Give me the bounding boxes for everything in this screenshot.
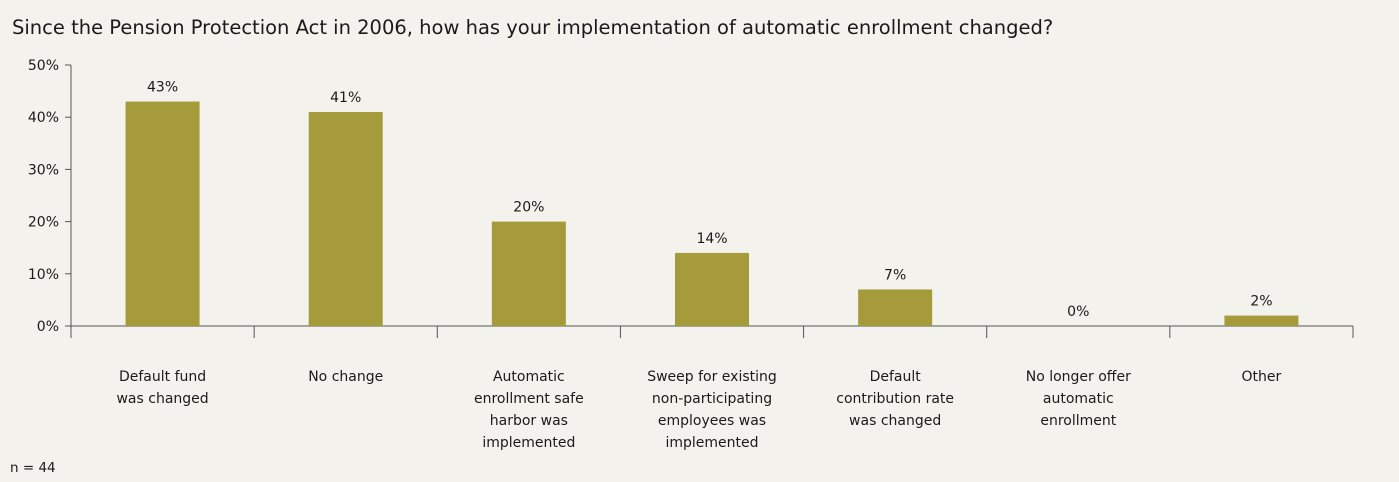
category-label: No change	[308, 369, 383, 385]
data-label: 0%	[1067, 304, 1089, 320]
category-label: Automatic	[493, 369, 565, 385]
category-label: Default	[870, 369, 922, 385]
bar	[675, 252, 749, 326]
category-label: was changed	[849, 413, 941, 429]
category-label: Sweep for existing	[647, 369, 777, 385]
data-label: 41%	[330, 90, 361, 106]
bar	[308, 111, 383, 326]
bar	[491, 221, 566, 326]
category-label: implemented	[665, 435, 758, 451]
y-tick-label: 0%	[37, 319, 59, 335]
category-label: contribution rate	[836, 391, 954, 407]
data-label: 7%	[884, 267, 906, 283]
bar	[1224, 315, 1299, 326]
y-tick-label: 20%	[28, 215, 59, 231]
y-tick-label: 30%	[28, 162, 59, 178]
data-label: 14%	[696, 231, 727, 247]
category-label: automatic	[1043, 391, 1114, 407]
category-label: enrollment	[1040, 413, 1116, 429]
data-label: 2%	[1250, 294, 1272, 310]
category-label: enrollment safe	[474, 391, 584, 407]
category-label: non-participating	[652, 391, 772, 407]
bar	[125, 101, 200, 326]
category-label: employees was	[658, 413, 766, 429]
data-label: 20%	[513, 200, 544, 216]
data-label: 43%	[147, 80, 178, 96]
category-label: Other	[1242, 369, 1282, 385]
category-label: No longer offer	[1026, 369, 1131, 385]
y-tick-label: 10%	[28, 267, 59, 283]
category-label: implemented	[482, 435, 575, 451]
chart-title: Since the Pension Protection Act in 2006…	[12, 16, 1054, 39]
category-label: harbor was	[490, 413, 568, 429]
sample-size-note: n = 44	[10, 460, 56, 476]
bar	[858, 289, 933, 326]
category-label: was changed	[116, 391, 208, 407]
category-label: Default fund	[119, 369, 206, 385]
y-tick-label: 50%	[28, 58, 59, 74]
y-tick-label: 40%	[28, 110, 59, 126]
